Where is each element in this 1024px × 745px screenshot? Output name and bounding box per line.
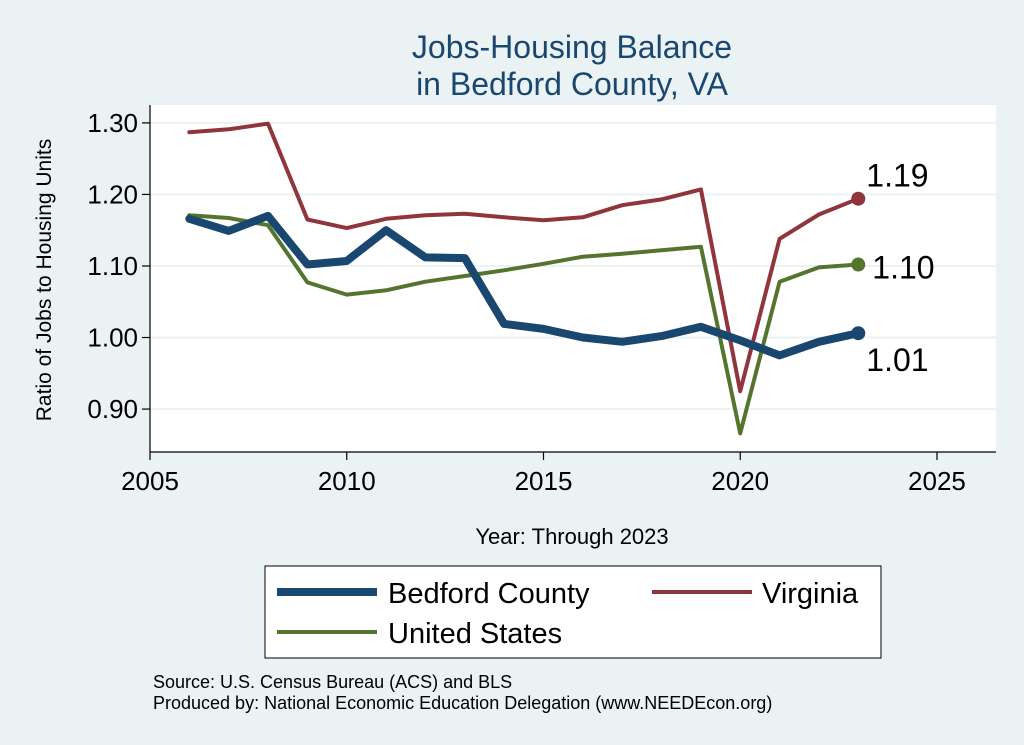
y-tick-label-3: 1.20 xyxy=(87,179,138,209)
y-axis-label: Ratio of Jobs to Housing Units xyxy=(33,139,56,421)
legend-label-virginia: Virginia xyxy=(762,578,859,610)
end-point-united-states xyxy=(851,257,866,272)
series-line-virginia xyxy=(187,121,861,394)
x-axis-ticks: 2005 2010 2015 2020 2025 xyxy=(121,452,966,496)
y-tick-label-1: 1.00 xyxy=(87,323,138,353)
series-group: 1.01 1.19 1.10 xyxy=(185,121,935,436)
x-tick-label-1: 2010 xyxy=(318,466,376,496)
end-label-virginia: 1.19 xyxy=(866,158,928,194)
source-note: Source: U.S. Census Bureau (ACS) and BLS xyxy=(153,672,512,692)
series-line-bedford-county xyxy=(185,211,863,360)
end-label-bedford-county: 1.01 xyxy=(866,342,928,378)
y-tick-label-4: 1.30 xyxy=(87,108,138,138)
end-point-bedford-county xyxy=(851,326,866,341)
x-tick-label-3: 2020 xyxy=(711,466,769,496)
chart-title-line-1: Jobs-Housing Balance xyxy=(412,29,732,65)
x-axis-label: Year: Through 2023 xyxy=(475,524,668,549)
legend-label-bedford-county: Bedford County xyxy=(388,578,590,610)
legend-box xyxy=(264,565,882,659)
end-label-united-states: 1.10 xyxy=(872,250,934,286)
end-point-virginia xyxy=(851,191,866,206)
legend-label-united-states: United States xyxy=(388,618,562,650)
y-tick-label-0: 0.90 xyxy=(87,394,138,424)
plot-area xyxy=(150,105,996,452)
producer-note: Produced by: National Economic Education… xyxy=(153,693,772,713)
y-tick-label-2: 1.10 xyxy=(87,251,138,281)
x-tick-label-4: 2025 xyxy=(908,466,966,496)
x-tick-label-0: 2005 xyxy=(121,466,179,496)
x-tick-label-2: 2015 xyxy=(515,466,573,496)
chart-title-line-2: in Bedford County, VA xyxy=(416,66,729,102)
series-line-united-states xyxy=(187,213,861,436)
y-axis-ticks: 0.90 1.00 1.10 1.20 1.30 xyxy=(87,108,150,424)
